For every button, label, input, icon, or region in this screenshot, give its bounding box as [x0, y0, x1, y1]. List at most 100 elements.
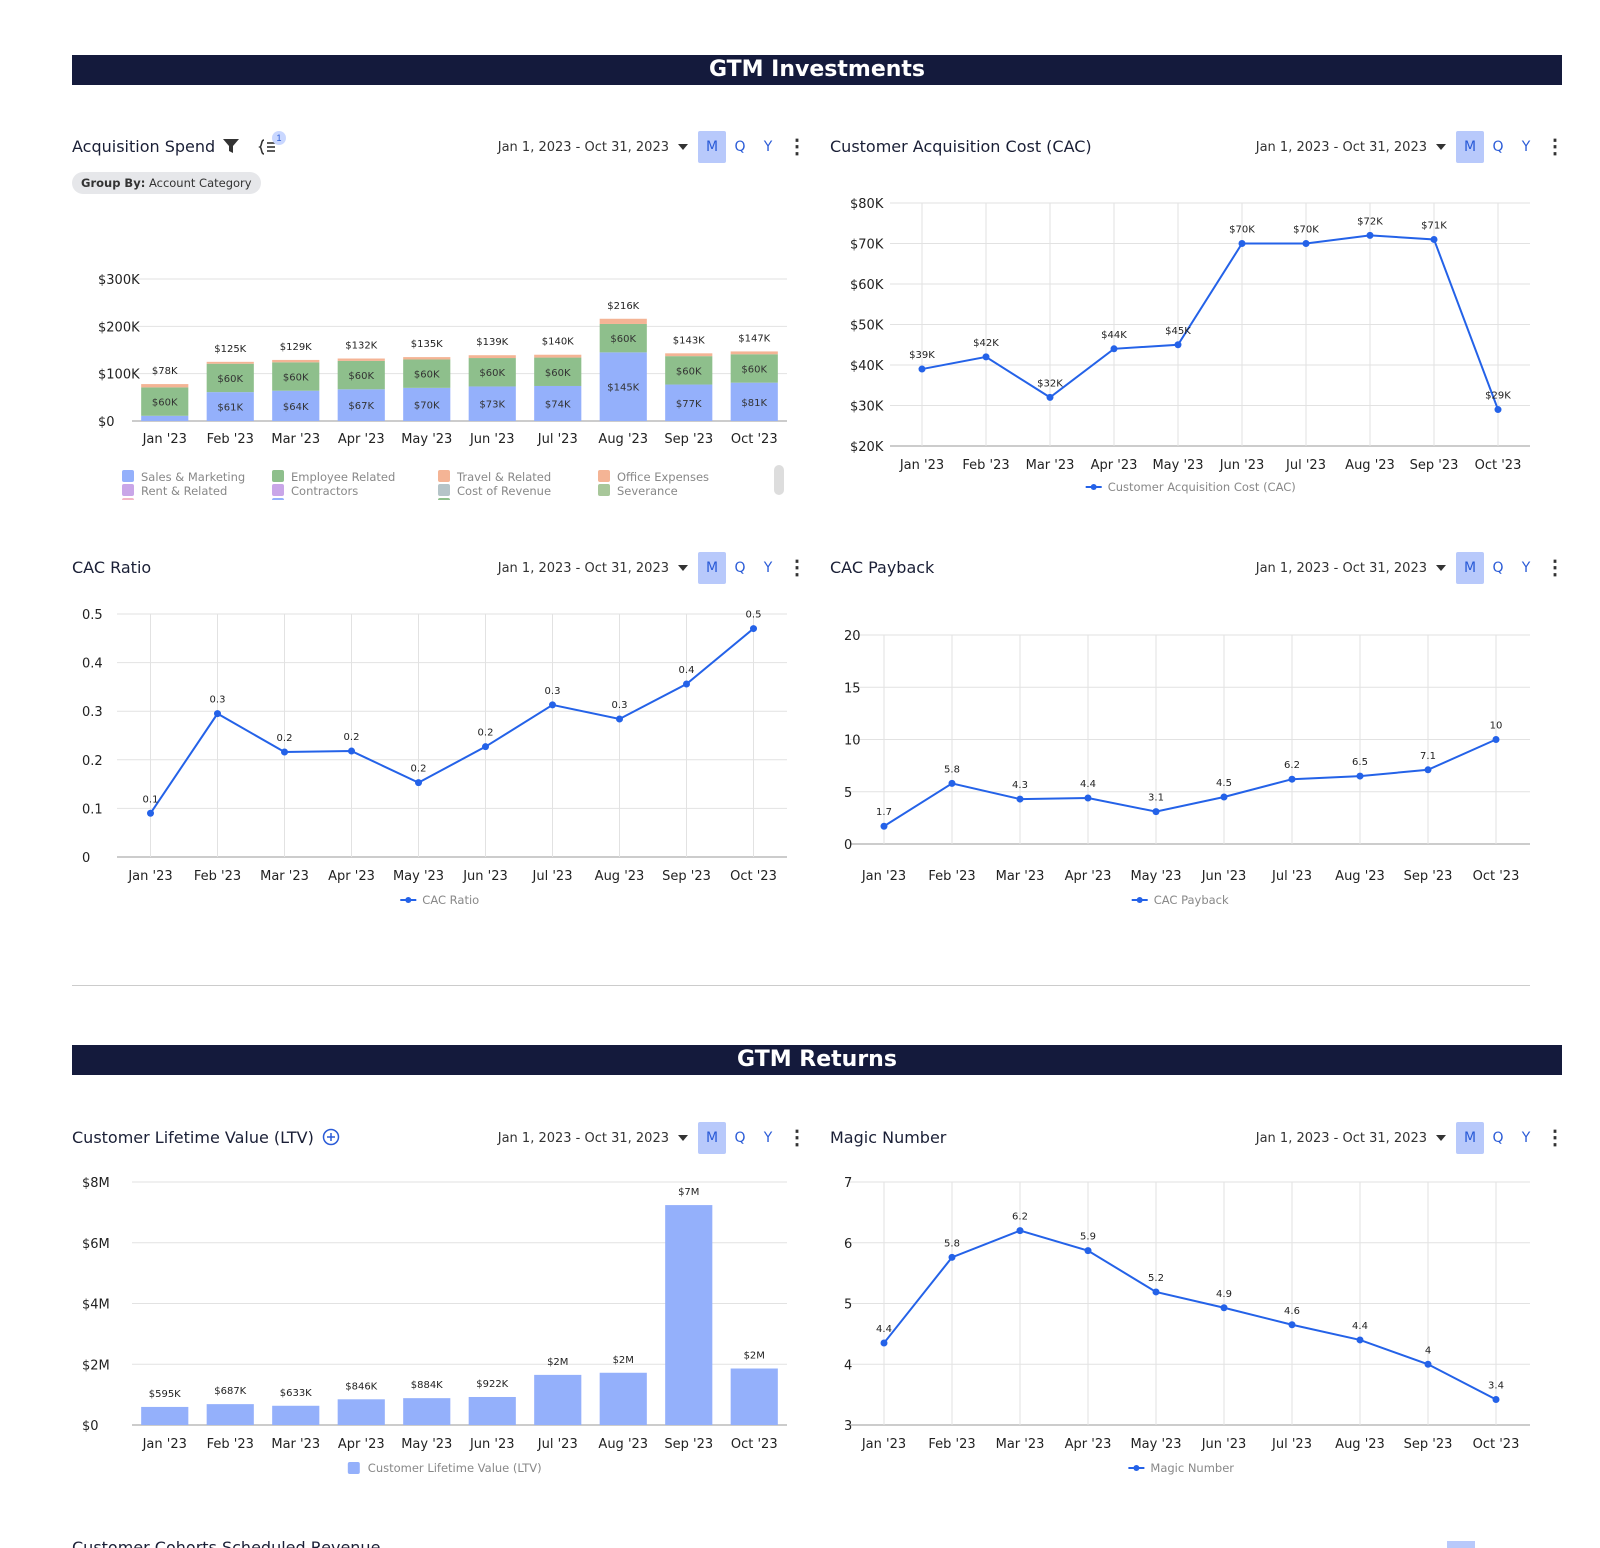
total-label: $129K: [280, 342, 312, 353]
period-quarter-button[interactable]: Q: [734, 560, 746, 576]
date-range-selector[interactable]: Jan 1, 2023 - Oct 31, 2023: [1256, 1131, 1446, 1146]
segment-label: $60K: [479, 368, 505, 379]
date-range-label: Jan 1, 2023 - Oct 31, 2023: [1255, 560, 1427, 576]
legend-item[interactable]: Sales & Marketing: [122, 470, 245, 484]
period-quarter-button[interactable]: Q: [1492, 1130, 1504, 1146]
legend-item[interactable]: Contractors: [272, 484, 358, 498]
card-controls: Jan 1, 2023 - Oct 31, 2023 M Q Y ⋮: [498, 131, 812, 163]
data-label: 0.3: [545, 686, 561, 697]
period-year-button[interactable]: Y: [1521, 139, 1531, 155]
legend-item[interactable]: Severance: [598, 484, 678, 498]
data-label: 6.5: [1352, 757, 1368, 768]
data-label: $72K: [1357, 216, 1383, 227]
period-month-button[interactable]: M: [698, 552, 726, 584]
caret-down-icon: [1436, 565, 1446, 571]
legend-swatch: [438, 498, 450, 500]
legend-swatch: [272, 498, 284, 500]
data-label: 4.3: [1012, 780, 1028, 791]
legend-swatch: [598, 484, 610, 496]
period-quarter-button[interactable]: Q: [1492, 139, 1504, 155]
date-range-selector[interactable]: Jan 1, 2023 - Oct 31, 2023: [1256, 140, 1446, 155]
legend-item[interactable]: Corporate Expenses: [438, 498, 573, 500]
period-year-button[interactable]: Y: [763, 139, 773, 155]
data-point: [1110, 345, 1118, 353]
data-label: 4.4: [1352, 1321, 1368, 1332]
filter-icon[interactable]: [222, 137, 240, 160]
x-tick-label: Mar '23: [1026, 458, 1075, 473]
legend-marker: [1133, 1465, 1140, 1471]
data-point: [880, 822, 888, 830]
period-month-button[interactable]: M: [698, 1122, 726, 1154]
date-range-selector[interactable]: Jan 1, 2023 - Oct 31, 2023: [498, 561, 688, 576]
x-tick-label: Apr '23: [1091, 458, 1138, 473]
period-quarter-button[interactable]: Q: [734, 139, 746, 155]
x-tick-label: Sep '23: [1404, 1437, 1453, 1452]
segment-label: $60K: [610, 334, 636, 345]
legend-label: Customer Lifetime Value (LTV): [368, 1461, 542, 1475]
period-month-button[interactable]: [1447, 1541, 1475, 1548]
cac-chart: $20K $30K $40K $50K $60K $70K $80K Jan '23 Feb '…: [850, 197, 1530, 494]
data-label: 6.2: [1012, 1212, 1028, 1223]
total-label: $132K: [345, 341, 377, 352]
x-tick-label: Jul '23: [532, 869, 573, 884]
legend-item[interactable]: Office Expenses: [598, 470, 709, 484]
more-options-icon[interactable]: ⋮: [1545, 557, 1565, 579]
data-label: 0.4: [679, 665, 695, 676]
period-year-button[interactable]: Y: [763, 1130, 773, 1146]
y-tick-label: $80K: [850, 197, 884, 212]
segment-label: $60K: [676, 366, 702, 377]
more-options-icon[interactable]: ⋮: [1545, 136, 1565, 158]
data-label: $687K: [214, 1386, 246, 1397]
x-tick-label: Jul '23: [1271, 869, 1312, 884]
more-options-icon[interactable]: ⋮: [1545, 1127, 1565, 1149]
period-year-button[interactable]: Y: [1521, 560, 1531, 576]
add-circle-icon[interactable]: [322, 1128, 340, 1146]
group-by-icon[interactable]: 1: [258, 131, 286, 162]
card-header: CAC Ratio Jan 1, 2023 - Oct 31, 2023 M Q…: [72, 552, 812, 584]
data-label: 4: [1425, 1345, 1431, 1356]
period-year-button[interactable]: Y: [1521, 1130, 1531, 1146]
y-tick-label: $0: [82, 1419, 99, 1434]
x-tick-label: Apr '23: [1065, 1437, 1112, 1452]
x-tick-label: May '23: [1130, 1437, 1181, 1452]
bar-segment: [730, 382, 778, 421]
period-month-button[interactable]: M: [1456, 552, 1484, 584]
y-tick-label: 6: [844, 1237, 852, 1252]
legend-marker: [1090, 484, 1097, 490]
period-quarter-button[interactable]: Q: [1492, 560, 1504, 576]
legend-item[interactable]: Rent & Related: [122, 484, 227, 498]
legend-item[interactable]: Cost of Revenue: [438, 484, 551, 498]
x-tick-label: May '23: [401, 432, 452, 447]
segment-label: $77K: [676, 399, 702, 410]
more-options-icon[interactable]: ⋮: [787, 136, 807, 158]
cac-ratio-chart: 0 0.1 0.2 0.3 0.4 0.5 Jan '23 Feb '23 Mar '23 Apr…: [82, 608, 787, 907]
legend-scrollbar[interactable]: [774, 465, 784, 495]
more-options-icon[interactable]: ⋮: [787, 1127, 807, 1149]
period-quarter-button[interactable]: Q: [734, 1130, 746, 1146]
series-line: [149, 627, 755, 814]
legend-item[interactable]: Travel & Related: [438, 470, 551, 484]
data-label: 10: [1490, 721, 1503, 732]
filter-count-badge: 1: [272, 131, 286, 145]
x-tick-label: May '23: [1130, 869, 1181, 884]
legend-item[interactable]: Professional Services: [272, 498, 412, 500]
x-tick-label: Aug '23: [598, 1437, 648, 1452]
group-by-chip[interactable]: Group By: Account Category: [72, 172, 261, 194]
data-point: [948, 1253, 956, 1261]
period-month-button[interactable]: M: [1456, 131, 1484, 163]
legend-item[interactable]: Employee Related: [272, 470, 395, 484]
date-range-selector[interactable]: Jan 1, 2023 - Oct 31, 2023: [498, 1131, 688, 1146]
x-tick-label: Aug '23: [595, 869, 645, 884]
bar-segment: [272, 359, 320, 363]
bar-segment: [730, 351, 778, 355]
more-options-icon[interactable]: ⋮: [787, 557, 807, 579]
ltv-title-text: Customer Lifetime Value (LTV): [72, 1128, 314, 1147]
date-range-selector[interactable]: Jan 1, 2023 - Oct 31, 2023: [1256, 561, 1446, 576]
date-range-selector[interactable]: Jan 1, 2023 - Oct 31, 2023: [498, 140, 688, 155]
period-month-button[interactable]: M: [698, 131, 726, 163]
legend-item[interactable]: Other Expense: [122, 498, 226, 500]
data-label: $922K: [476, 1379, 508, 1390]
period-year-button[interactable]: Y: [763, 560, 773, 576]
period-month-button[interactable]: M: [1456, 1122, 1484, 1154]
data-point: [1046, 393, 1054, 401]
